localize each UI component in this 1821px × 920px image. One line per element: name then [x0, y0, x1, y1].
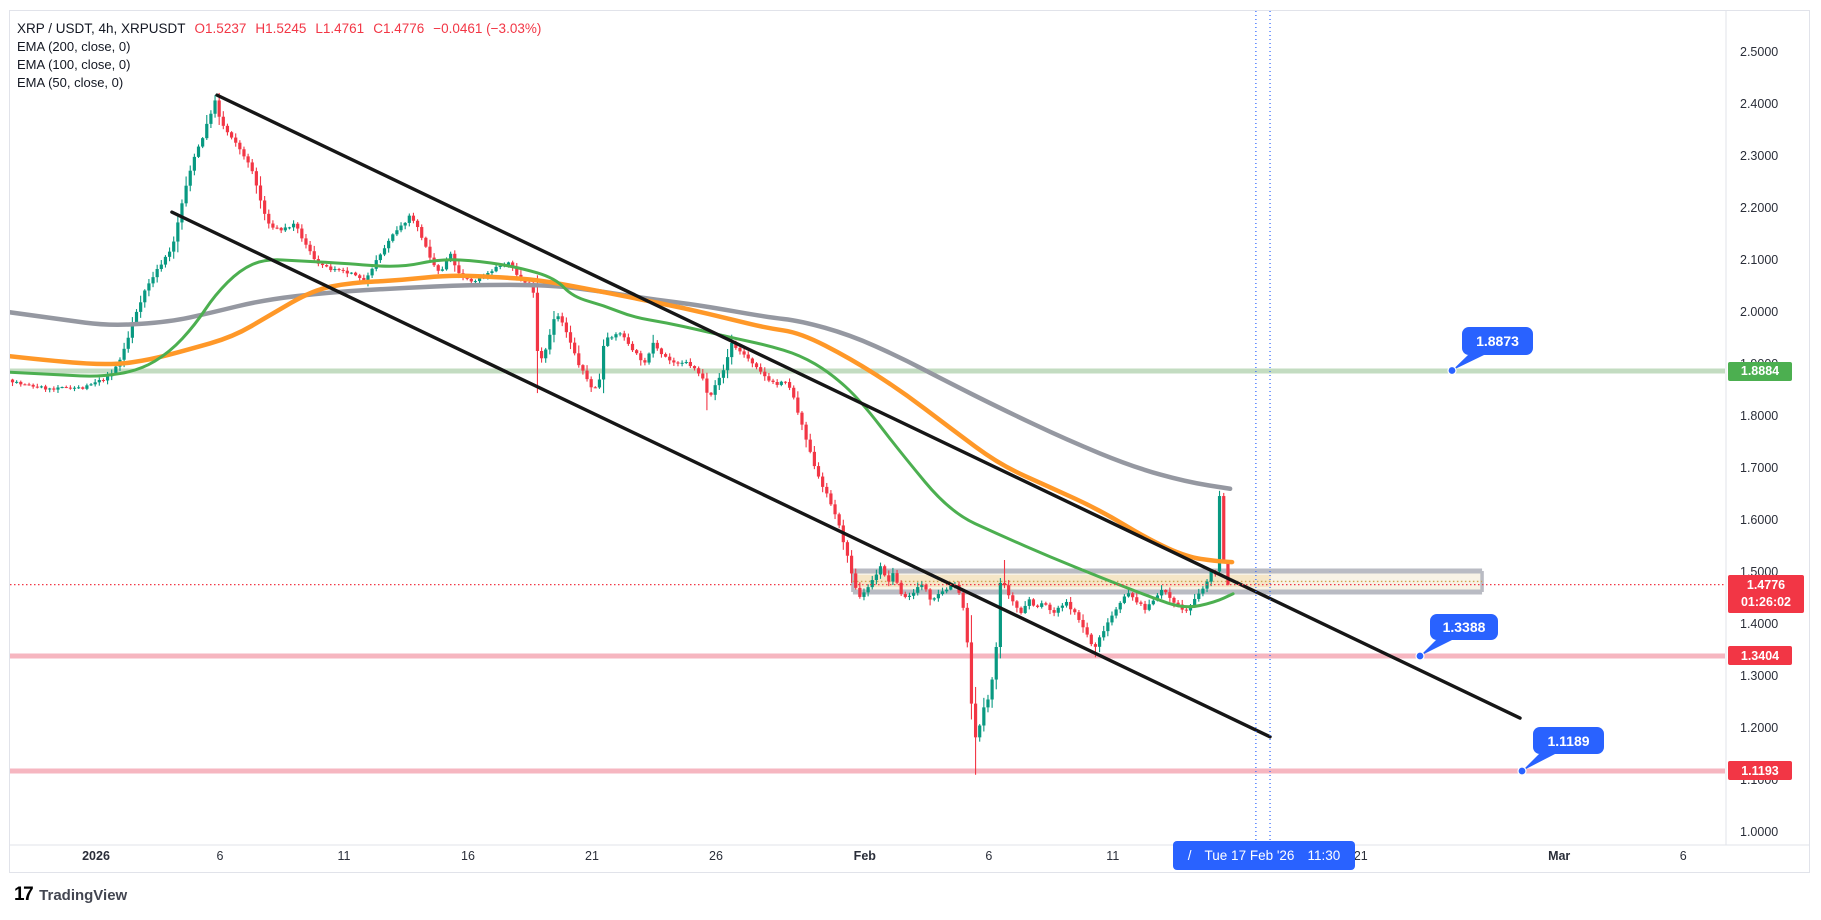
ohlc-close: C1.4776	[373, 20, 425, 36]
tradingview-logo-text: TradingView	[39, 886, 128, 904]
ohlc-change: −0.0461 (−3.03%)	[433, 20, 542, 36]
current-price-value: 1.4776	[1746, 578, 1786, 592]
callout-tail	[1420, 640, 1452, 656]
ema-200-legend[interactable]: EMA (200, close, 0)	[17, 38, 131, 54]
ema-200-line[interactable]	[0, 282, 1233, 492]
callout-tail	[1522, 754, 1555, 771]
callout-anchor-dot[interactable]	[1517, 766, 1527, 776]
bar-countdown: 01:26:02	[1740, 595, 1792, 609]
ema-50-line[interactable]	[0, 258, 1235, 609]
time-label-slash: /	[1187, 848, 1192, 863]
ema-100-line[interactable]	[0, 273, 1235, 565]
callout-anchor-dot[interactable]	[1415, 651, 1425, 661]
candles-layer	[10, 92, 1230, 775]
symbol-ohlc-row: XRP / USDT, 4h, XRPUSDT O1.5237 H1.5245 …	[17, 19, 541, 37]
lower-channel-line[interactable]	[170, 210, 1272, 739]
callout-tail	[1452, 355, 1484, 371]
tradingview-logo[interactable]: 17 TradingView	[14, 884, 127, 906]
tradingview-logo-icon: 17	[14, 884, 34, 905]
ohlc-low: L1.4761	[315, 20, 365, 36]
ema-50-legend[interactable]: EMA (50, close, 0)	[17, 74, 124, 90]
chart-legend: XRP / USDT, 4h, XRPUSDT O1.5237 H1.5245 …	[17, 19, 541, 91]
time-label-time: 11:30	[1307, 848, 1341, 863]
time-label-date: Tue 17 Feb '26	[1204, 848, 1295, 863]
widget-border	[9, 10, 1810, 873]
plot-area[interactable]	[0, 11, 1726, 844]
ohlc-high: H1.5245	[255, 20, 307, 36]
current-price-label: 1.4776 01:26:02	[1728, 575, 1804, 613]
ema-100-legend[interactable]: EMA (100, close, 0)	[17, 56, 131, 72]
selected-time-label: / Tue 17 Feb '26 11:30	[1173, 841, 1355, 870]
symbol-title[interactable]: XRP / USDT, 4h, XRPUSDT	[17, 20, 186, 36]
ohlc-open: O1.5237	[194, 20, 247, 36]
callout-anchor-dot[interactable]	[1447, 365, 1457, 376]
upper-channel-line[interactable]	[215, 93, 1522, 720]
